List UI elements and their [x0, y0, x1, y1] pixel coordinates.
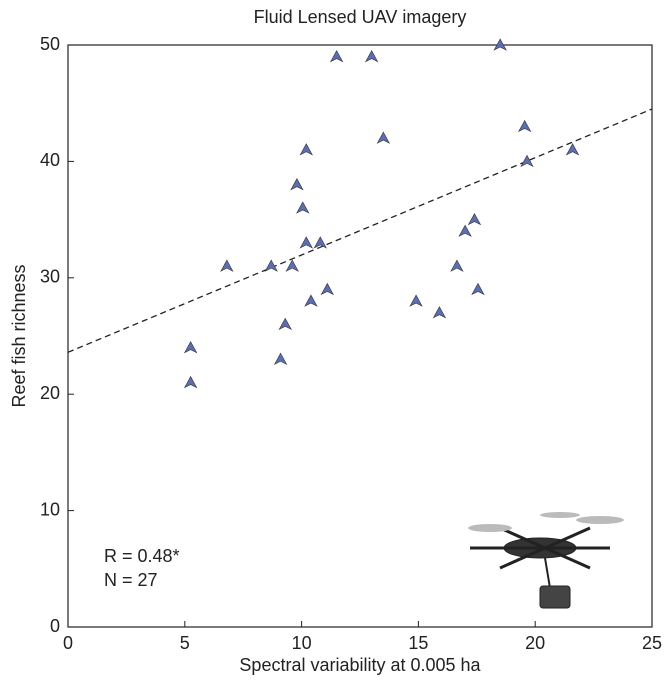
- point: [432, 306, 447, 319]
- y-tick-label: 20: [40, 383, 60, 403]
- x-tick-label: 5: [180, 633, 190, 653]
- point: [296, 201, 310, 214]
- drone-image: [468, 512, 624, 609]
- point: [409, 294, 423, 307]
- point: [264, 259, 278, 272]
- point: [329, 50, 344, 63]
- point: [183, 341, 198, 354]
- y-axis-label: Reef fish richness: [9, 264, 29, 407]
- point: [376, 131, 391, 144]
- point: [471, 282, 485, 296]
- point: [517, 119, 532, 133]
- y-tick-label: 10: [40, 499, 60, 519]
- point: [299, 236, 313, 249]
- point: [183, 375, 198, 389]
- plot-frame: [67, 44, 653, 628]
- point: [450, 259, 464, 272]
- point: [304, 294, 318, 307]
- point: [458, 224, 472, 237]
- point: [299, 143, 313, 156]
- x-tick-label: 25: [642, 633, 662, 653]
- point: [565, 143, 580, 156]
- annotation: N = 27: [104, 570, 158, 590]
- point: [313, 236, 328, 249]
- x-tick-label: 20: [525, 633, 545, 653]
- point: [290, 178, 304, 191]
- point: [467, 212, 482, 226]
- y-tick-label: 40: [40, 150, 60, 170]
- y-tick-label: 50: [40, 34, 60, 54]
- y-tick-label: 30: [40, 267, 60, 287]
- point: [285, 259, 299, 272]
- point: [493, 38, 507, 51]
- x-tick-label: 0: [63, 633, 73, 653]
- point: [320, 282, 335, 296]
- annotation: R = 0.48*: [104, 546, 180, 566]
- x-tick-label: 10: [292, 633, 312, 653]
- point: [520, 154, 534, 168]
- point: [220, 259, 234, 272]
- point: [273, 352, 288, 365]
- trend-line: [67, 108, 653, 353]
- x-axis-label: Spectral variability at 0.005 ha: [239, 655, 481, 675]
- point: [278, 317, 292, 331]
- x-tick-label: 15: [408, 633, 428, 653]
- point: [364, 50, 379, 63]
- y-tick-label: 0: [50, 616, 60, 636]
- chart-title: Fluid Lensed UAV imagery: [254, 7, 467, 27]
